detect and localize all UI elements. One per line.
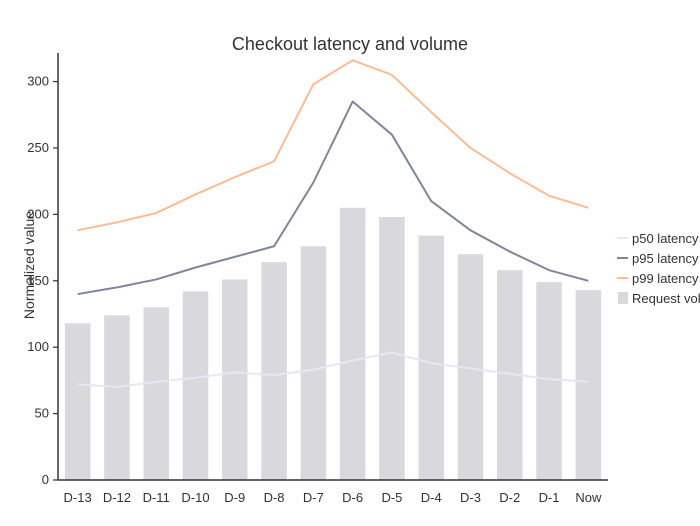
x-tick-label: D-5 — [381, 490, 402, 505]
legend-label-3: Request volume — [632, 291, 700, 306]
lines-layer — [77, 59, 589, 389]
y-axis-label: Normalized value — [21, 211, 37, 319]
y-tick-label: 250 — [27, 140, 49, 155]
legend-swatch-3 — [618, 292, 628, 304]
x-tick-label: D-12 — [103, 490, 131, 505]
x-tick-label: D-1 — [539, 490, 560, 505]
bar-Now — [575, 290, 602, 480]
line-series-2 — [77, 59, 589, 232]
bar-D-13 — [64, 323, 91, 480]
bar-D-4 — [418, 235, 444, 480]
bar-D-1 — [536, 282, 562, 480]
x-tick-label: D-10 — [181, 490, 209, 505]
axes-layer: 0 50 100 150 200 250 300 D-13 D-12 D-11 D-10 D-9 D-8… — [27, 53, 608, 505]
y-tick-label: 100 — [27, 339, 49, 354]
bar-D-10 — [182, 291, 209, 480]
x-tick-label: D-13 — [64, 490, 92, 505]
x-tick-label: D-2 — [499, 490, 520, 505]
bar-D-5 — [379, 217, 405, 480]
y-tick-label: 300 — [27, 74, 49, 89]
bar-D-8 — [261, 262, 287, 480]
y-tick-label: 150 — [27, 273, 49, 288]
legend-label-1: p95 latency — [632, 251, 699, 266]
bar-D-12 — [104, 315, 130, 480]
line-series-0 — [77, 351, 589, 389]
bar-D-7 — [300, 246, 327, 480]
x-tick-label: D-4 — [421, 490, 442, 505]
line-series-1 — [77, 100, 589, 296]
x-tick-label: D-7 — [303, 490, 324, 505]
legend-label-2: p99 latency — [632, 271, 699, 286]
legend: p50 latency p95 latency p99 latency Request… — [617, 231, 700, 306]
y-tick-label: 0 — [42, 472, 49, 487]
x-tick-label: D-6 — [342, 490, 363, 505]
bar-D-11 — [143, 307, 169, 480]
x-tick-label: D-8 — [264, 490, 285, 505]
chart-title: Checkout latency and volume — [232, 34, 468, 54]
bar-D-9 — [222, 279, 248, 480]
legend-label-0: p50 latency — [632, 231, 699, 246]
x-tick-label: D-11 — [143, 490, 170, 505]
x-tick-label: D-9 — [224, 490, 245, 505]
x-tick-label: D-3 — [460, 490, 481, 505]
x-tick-label: Now — [575, 490, 602, 505]
bars-layer — [64, 207, 602, 480]
bar-D-6 — [339, 207, 366, 480]
y-tick-label: 200 — [27, 206, 49, 221]
y-tick-label: 50 — [35, 406, 49, 421]
